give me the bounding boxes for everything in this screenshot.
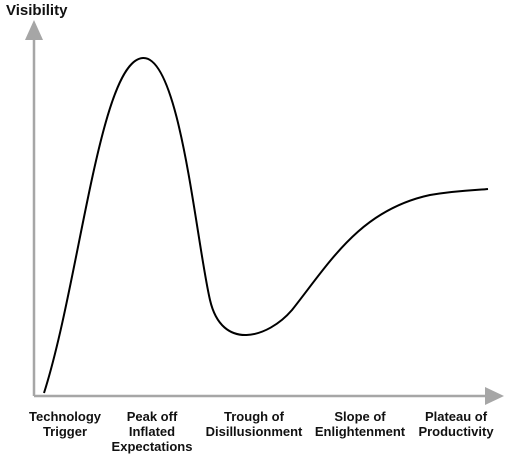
phase-label-plateau-of-productivity: Plateau of Productivity xyxy=(418,409,494,439)
hype-curve xyxy=(43,56,489,394)
phase-label-slope-of-enlightenment: Slope of Enlightenment xyxy=(314,409,406,439)
phase-label-technology-trigger: Technology Trigger xyxy=(29,409,101,439)
phase-label-trough-of-disillusionment: Trough of Disillusionment xyxy=(205,409,303,439)
x-axis-arrowhead xyxy=(485,387,504,405)
y-axis-arrowhead xyxy=(25,20,43,40)
phase-label-peak-inflated-expectations: Peak off Inflated Expectations xyxy=(111,409,193,454)
y-axis-title: Visibility xyxy=(6,2,68,19)
